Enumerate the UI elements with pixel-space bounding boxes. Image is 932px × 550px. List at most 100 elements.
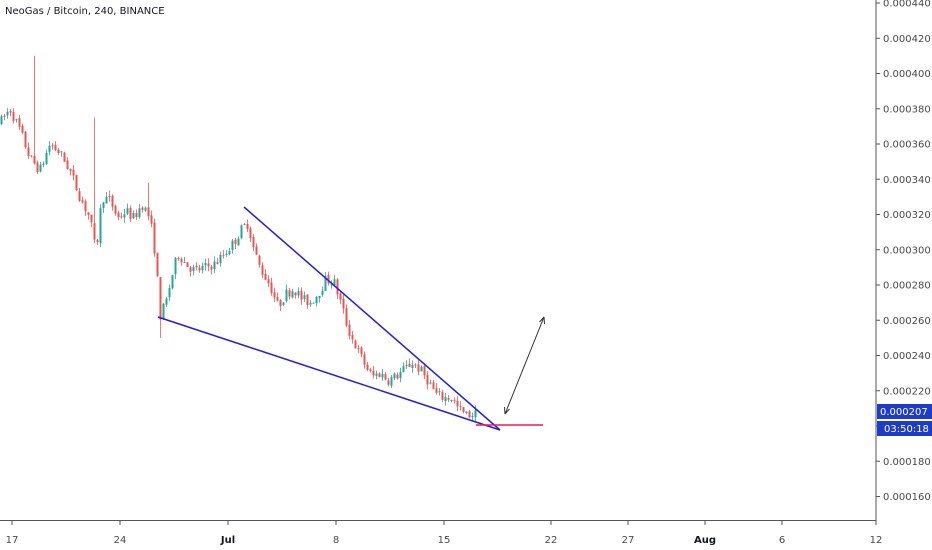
candle-body — [210, 266, 213, 270]
candle-body — [75, 174, 78, 190]
candle-body — [468, 411, 471, 418]
candle-body — [351, 335, 354, 340]
candle-body — [276, 297, 279, 301]
candle-body — [246, 223, 249, 229]
candle-body — [354, 340, 357, 349]
candle-body — [249, 228, 252, 239]
candle-body — [105, 196, 108, 204]
x-tick-label: 27 — [622, 535, 635, 546]
candle-body — [33, 155, 36, 164]
candle-body — [90, 214, 93, 223]
projection-arrow-head-down — [504, 406, 510, 415]
last-price-label: 0.000207 — [880, 407, 928, 418]
candle-body — [387, 380, 390, 385]
candle-body — [78, 191, 81, 201]
last-price-tag: 0.000207 03:50:18 — [877, 404, 932, 436]
candle-body — [57, 149, 60, 154]
candle-body — [204, 263, 207, 266]
projection-arrow-head-up — [539, 316, 545, 325]
candle-body — [114, 205, 117, 214]
candle-body — [189, 267, 192, 272]
y-tick-label: 0.000440 — [883, 0, 931, 10]
y-tick-label: 0.000160 — [883, 492, 931, 503]
candle-body — [378, 373, 381, 377]
candle-body — [408, 363, 411, 367]
candle-body — [213, 261, 216, 269]
candle-body — [216, 262, 219, 264]
x-tick-label: 6 — [779, 535, 785, 546]
candle-body — [402, 366, 405, 372]
candle-body — [225, 253, 228, 255]
candle-body — [390, 377, 393, 386]
candle-body — [45, 152, 48, 164]
candle-body — [126, 208, 129, 214]
candle-body — [84, 201, 87, 212]
y-tick-label: 0.000400 — [883, 69, 931, 80]
candle-body — [6, 111, 9, 116]
y-tick-label: 0.000380 — [883, 104, 931, 115]
candle-body — [444, 397, 447, 402]
candle-body — [252, 237, 255, 248]
candle-body — [108, 195, 111, 197]
countdown-label: 03:50:18 — [884, 424, 929, 435]
candle-body — [243, 224, 246, 226]
candle-body — [426, 374, 429, 385]
candle-body — [423, 366, 426, 376]
candle-body — [69, 169, 72, 171]
candle-body — [288, 290, 291, 297]
drawings-group — [157, 206, 545, 431]
candle-body — [330, 284, 333, 286]
candle-body — [138, 208, 141, 217]
candle-body — [231, 240, 234, 250]
x-tick-label: Aug — [694, 535, 716, 546]
candle-body — [462, 407, 465, 412]
candle-body — [381, 373, 384, 378]
candle-body — [312, 302, 315, 304]
candle-body — [159, 277, 162, 320]
candle-body — [279, 299, 282, 306]
candle-body — [96, 240, 99, 243]
candle-body — [207, 263, 210, 267]
candle-body — [348, 324, 351, 336]
plot-area — [0, 0, 876, 520]
candle-body — [3, 115, 6, 117]
y-axis: 0.0001600.0001800.0002000.0002200.000240… — [875, 0, 931, 520]
candle-body — [399, 371, 402, 379]
candle-body — [219, 254, 222, 263]
candle-body — [441, 391, 444, 400]
y-tick-label: 0.000260 — [883, 316, 931, 327]
candle-body — [102, 202, 105, 209]
candle-body — [414, 364, 417, 366]
candle-body — [393, 373, 396, 379]
candle-body — [240, 225, 243, 239]
last-price-box — [877, 404, 932, 419]
candle-body — [429, 382, 432, 384]
candle-body — [42, 163, 45, 165]
candle-body — [24, 131, 27, 148]
x-tick-label: 8 — [333, 535, 339, 546]
candle-body — [417, 364, 420, 372]
candle-body — [54, 144, 57, 150]
candle-body — [327, 274, 330, 284]
x-tick-label: 12 — [870, 535, 883, 546]
candle-body — [258, 255, 261, 265]
candle-body — [411, 365, 414, 369]
candle-body — [162, 303, 165, 320]
candle-body — [129, 207, 132, 219]
chart-title: NeoGas / Bitcoin, 240, BINANCE — [5, 6, 165, 17]
candle-body — [168, 288, 171, 298]
candle-body — [366, 364, 369, 370]
candle-body — [18, 118, 21, 127]
candle-body — [237, 238, 240, 246]
candle-body — [333, 279, 336, 286]
candle-body — [72, 169, 75, 176]
projection-arrow — [504, 316, 545, 415]
candle-body — [471, 416, 474, 418]
candle-body — [186, 262, 189, 267]
y-tick-label: 0.000340 — [883, 175, 931, 186]
candle-body — [99, 208, 102, 244]
candle-body — [270, 282, 273, 294]
x-axis: 17 24 Jul 8 15 22 27 Aug 6 12 — [0, 520, 882, 546]
candle-body — [300, 290, 303, 300]
